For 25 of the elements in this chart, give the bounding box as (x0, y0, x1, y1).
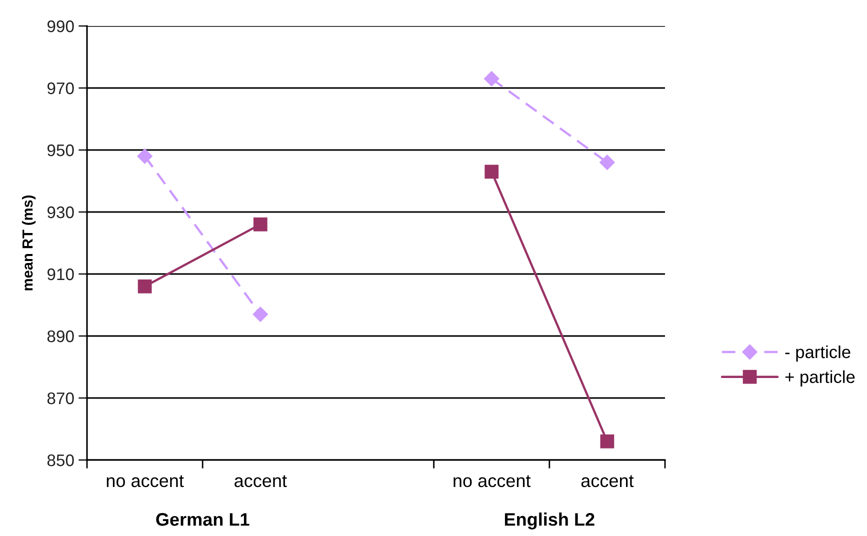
y-axis-title: mean RT (ms) (22, 196, 36, 290)
text: German L1 (156, 513, 250, 526)
legend-label: + particle (785, 370, 855, 387)
point (600, 434, 614, 448)
y-tick-label: 970 (47, 82, 74, 94)
point (253, 217, 268, 232)
y-tick-label: 930 (47, 206, 74, 218)
x-tick-label: no accent (106, 475, 184, 488)
y-tick-label: 850 (47, 454, 74, 466)
y-tick-label: 990 (47, 20, 74, 32)
x-tick-label: accent (581, 475, 634, 488)
y-tick-label: 870 (47, 392, 74, 404)
point (484, 164, 499, 179)
text: English L2 (504, 512, 594, 530)
y-tick-label: 910 (47, 268, 74, 280)
point (484, 70, 500, 87)
point (599, 154, 616, 170)
y-tick-label: 890 (47, 330, 74, 342)
legend-label: - particle (785, 345, 850, 362)
x-tick-label: no accent (454, 475, 531, 488)
point (136, 148, 153, 164)
point (252, 306, 268, 322)
y-tick-label: 950 (47, 144, 74, 156)
point (138, 279, 152, 294)
x-tick-label: accent (234, 475, 287, 488)
